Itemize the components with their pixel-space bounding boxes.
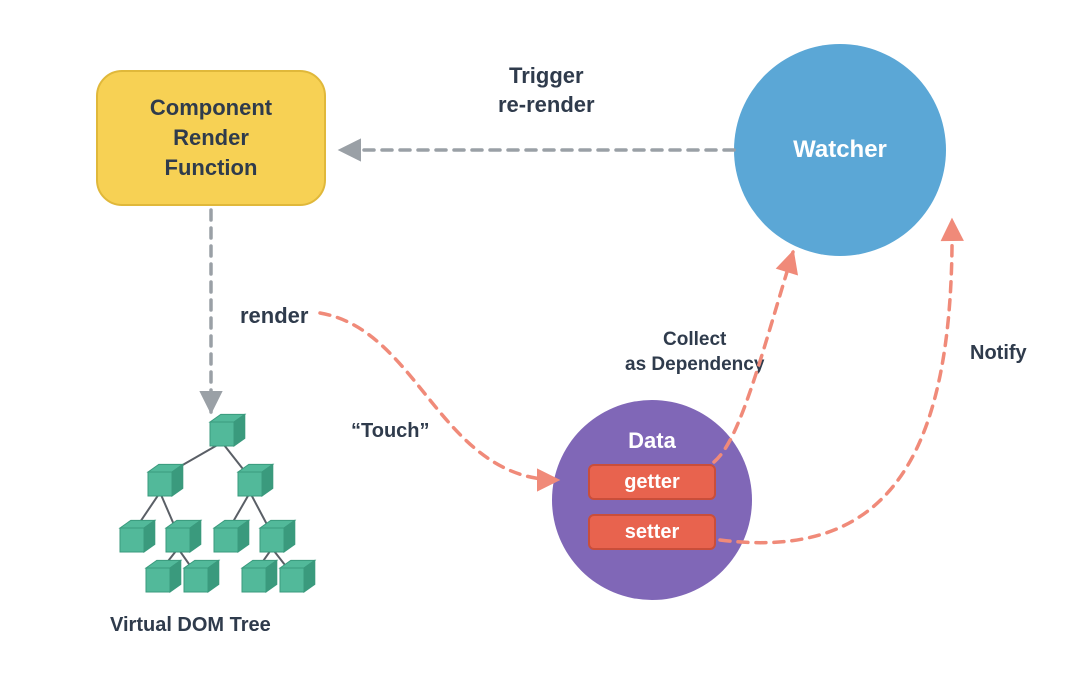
- component-render-node: Component Render Function: [96, 70, 326, 206]
- tree-cube: [242, 560, 277, 592]
- data-node: Data getter setter: [552, 400, 752, 600]
- edge-render_touch_to_getter: [320, 313, 558, 480]
- tree-link: [222, 442, 250, 478]
- vdom-tree-graphic: [120, 414, 315, 592]
- tree-cube: [166, 520, 201, 552]
- label-trigger-rerender: Trigger re-render: [498, 62, 595, 119]
- tree-cube: [260, 520, 295, 552]
- label-collect-dependency: Collect as Dependency: [625, 328, 764, 377]
- tree-cube: [184, 560, 219, 592]
- edge-setter_to_watcher: [720, 220, 952, 543]
- label-notify: Notify: [970, 340, 1027, 366]
- tree-link: [160, 442, 222, 478]
- tree-cube: [214, 520, 249, 552]
- tree-cube: [238, 464, 273, 496]
- getter-pill: getter: [588, 464, 716, 500]
- tree-link: [250, 492, 272, 534]
- setter-pill: setter: [588, 514, 716, 550]
- tree-link: [226, 492, 250, 534]
- tree-cube: [120, 520, 155, 552]
- label-touch: “Touch”: [351, 418, 430, 444]
- tree-link: [178, 548, 196, 574]
- tree-cube: [148, 464, 183, 496]
- data-title: Data: [628, 428, 676, 454]
- tree-cube: [210, 414, 245, 446]
- label-render: render: [240, 302, 308, 331]
- tree-link: [272, 548, 292, 574]
- tree-link: [160, 492, 178, 534]
- watcher-node: Watcher: [734, 44, 946, 256]
- vdom-tree-caption: Virtual DOM Tree: [110, 614, 271, 637]
- tree-link: [254, 548, 272, 574]
- tree-link: [158, 548, 178, 574]
- tree-cube: [146, 560, 181, 592]
- tree-cube: [280, 560, 315, 592]
- tree-link: [132, 492, 160, 534]
